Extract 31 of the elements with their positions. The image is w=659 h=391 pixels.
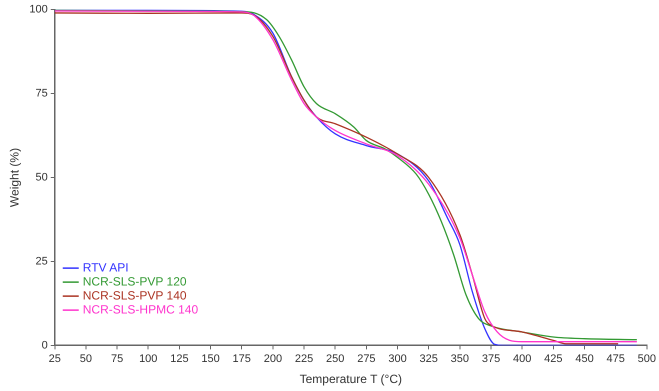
x-tick-label: 75 [110, 353, 124, 366]
y-axis-title: Weight (%) [8, 148, 22, 208]
x-axis-title: Temperature T (°C) [300, 372, 402, 386]
y-tick-label: 75 [36, 88, 48, 100]
x-tick-label: 325 [420, 353, 438, 366]
x-tick-label: 225 [294, 353, 314, 366]
x-tick-label: 125 [170, 353, 189, 366]
x-tick-label: 450 [575, 353, 594, 366]
x-tick-label: 50 [80, 353, 92, 366]
x-tick-label: 425 [544, 353, 563, 366]
legend-label: RTV API [82, 260, 129, 274]
legend-label: NCR-SLS-HPMC 140 [82, 302, 198, 316]
y-tick-label: 50 [36, 172, 48, 184]
y-tick-label: 25 [36, 255, 48, 268]
x-tick-label: 200 [264, 353, 282, 366]
x-tick-label: 350 [450, 353, 470, 366]
x-tick-label: 375 [482, 353, 500, 366]
x-tick-label: 175 [232, 353, 251, 366]
x-tick-label: 25 [48, 353, 61, 366]
x-tick-label: 275 [357, 353, 376, 366]
x-tick-label: 300 [388, 353, 407, 366]
x-tick-label: 250 [326, 353, 344, 366]
legend-label: NCR-SLS-PVP 140 [82, 288, 187, 302]
x-tick-label: 150 [201, 353, 220, 366]
y-tick-label: 100 [29, 4, 48, 16]
x-tick-label: 400 [512, 353, 532, 366]
x-tick-label: 475 [606, 353, 625, 366]
legend-label: NCR-SLS-PVP 120 [82, 274, 187, 288]
x-tick-label: 100 [139, 353, 158, 366]
y-tick-label: 0 [42, 339, 48, 352]
x-tick-label: 500 [638, 353, 656, 366]
